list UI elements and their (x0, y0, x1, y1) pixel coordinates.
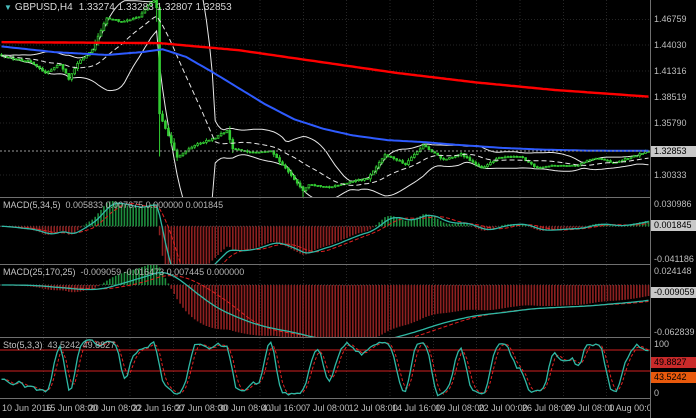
time-axis[interactable]: 10 Jun 2016 15 Jun 08:00 20 Jun 08:00 22 Ju… (0, 399, 657, 418)
time-axis-label: 27 Jun 08:00 (175, 403, 228, 413)
macd-slow-label: MACD(25,170,25) -0.009059 -0.016473 0.007… (3, 267, 244, 277)
price-tick-label: 0.030986 (654, 199, 692, 209)
time-axis-label: 20 Jun 08:00 (88, 403, 141, 413)
price-tick-label: 0 (654, 388, 660, 398)
macd-slow-canvas[interactable] (0, 265, 650, 337)
time-axis-label: 30 Jun 08:00 (218, 403, 271, 413)
time-axis-label: 29 Jul 08:00 (565, 403, 615, 413)
macd-main-line (1, 202, 649, 264)
symbol-period-label: GBPUSD,H4 (14, 2, 73, 13)
grid-layer (42, 338, 608, 398)
time-axis-label: 12 Jul 08:00 (348, 403, 398, 413)
band-lower-line (1, 29, 649, 197)
price-tick-label: 100 (654, 339, 670, 349)
candles-layer (0, 0, 650, 197)
time-axis-label: 4 Jul 16:00 (262, 403, 307, 413)
time-axis-label: 15 Jun 08:00 (45, 403, 98, 413)
panel-separator[interactable] (0, 337, 696, 338)
macd-slow-panel[interactable]: MACD(25,170,25) -0.009059 -0.016473 0.007… (0, 265, 650, 337)
macd-signal-dashed-line (1, 203, 649, 264)
macd-fast-panel[interactable]: MACD(5,34,5) 0.005833 0.007675 0.000000 0… (0, 198, 650, 264)
panel-separator[interactable] (0, 398, 696, 399)
price-tick-label: -0.041186 (654, 254, 694, 264)
time-axis-label: 7 Jul 08:00 (305, 403, 350, 413)
stochastic-panel[interactable]: Sto(5,3,3) 43.5242 49.8827 (0, 338, 650, 398)
macd-fast-name: MACD(5,34,5) (3, 200, 61, 210)
time-axis-label: 26 Jul 08:00 (522, 403, 572, 413)
time-axis-label: 19 Jul 08:00 (435, 403, 485, 413)
macd-slow-value-badge: -0.009059 (651, 287, 696, 298)
price-tick-label: 1.44030 (654, 40, 687, 50)
dropdown-arrow-icon[interactable]: ▼ (4, 3, 12, 12)
price-tick-label: 1.35790 (654, 118, 687, 128)
time-axis-label: 22 Jun 16:00 (132, 403, 185, 413)
main-chart-canvas[interactable] (0, 0, 650, 197)
macd-fast-value-badge: 0.001845 (651, 220, 696, 231)
macd-fast-canvas[interactable] (0, 198, 650, 264)
price-tick-label: 1.46759 (654, 14, 687, 24)
macd-histogram (3, 201, 650, 264)
price-tick-label: 1.38519 (654, 92, 687, 102)
time-axis-label: 1 Aug 00:00 (608, 403, 657, 413)
stochastic-signal-badge: 49.8827 (651, 357, 696, 368)
macd-fast-label: MACD(5,34,5) 0.005833 0.007675 0.000000 0… (3, 200, 223, 210)
current-price-badge: 1.32853 (651, 146, 696, 157)
price-tick-label: 1.30333 (654, 170, 687, 180)
price-tick-label: 0.024148 (654, 266, 692, 276)
symbol-title: ▼ GBPUSD,H4 1.33274 1.33283 1.32807 1.3285… (4, 2, 232, 13)
panel-separator[interactable] (0, 264, 696, 265)
time-axis-label: 22 Jul 00:00 (478, 403, 528, 413)
price-tick-label: 1.41316 (654, 66, 687, 76)
macd-slow-name: MACD(25,170,25) (3, 267, 76, 277)
price-axis[interactable]: 1.46759 1.44030 1.41316 1.38519 1.35790 1.303… (650, 0, 696, 418)
stochastic-name: Sto(5,3,3) (3, 340, 43, 350)
panel-separator[interactable] (0, 197, 696, 198)
macd-main-line (1, 271, 649, 337)
main-chart-panel[interactable]: ▼ GBPUSD,H4 1.33274 1.33283 1.32807 1.3285… (0, 0, 650, 197)
time-axis-label: 14 Jul 16:00 (392, 403, 442, 413)
macd-fast-values: 0.005833 0.007675 0.000000 0.001845 (65, 200, 224, 210)
stochastic-main-line (1, 339, 649, 397)
ohlc-values: 1.33274 1.33283 1.32807 1.32853 (78, 2, 232, 13)
stochastic-label: Sto(5,3,3) 43.5242 49.8827 (3, 340, 115, 350)
ma-mid-blue-line (1, 45, 649, 152)
stochastic-main-badge: 43.5242 (651, 372, 696, 383)
grid-layer (0, 0, 650, 197)
macd-slow-values: -0.009059 -0.016473 0.007445 0.000000 (80, 267, 245, 277)
stochastic-values: 43.5242 49.8827 (47, 340, 116, 350)
price-tick-label: -0.062839 (654, 327, 695, 337)
time-axis-label: 10 Jun 2016 (2, 403, 52, 413)
ma-slow-red-line (1, 40, 649, 98)
stochastic-canvas[interactable] (0, 338, 650, 398)
